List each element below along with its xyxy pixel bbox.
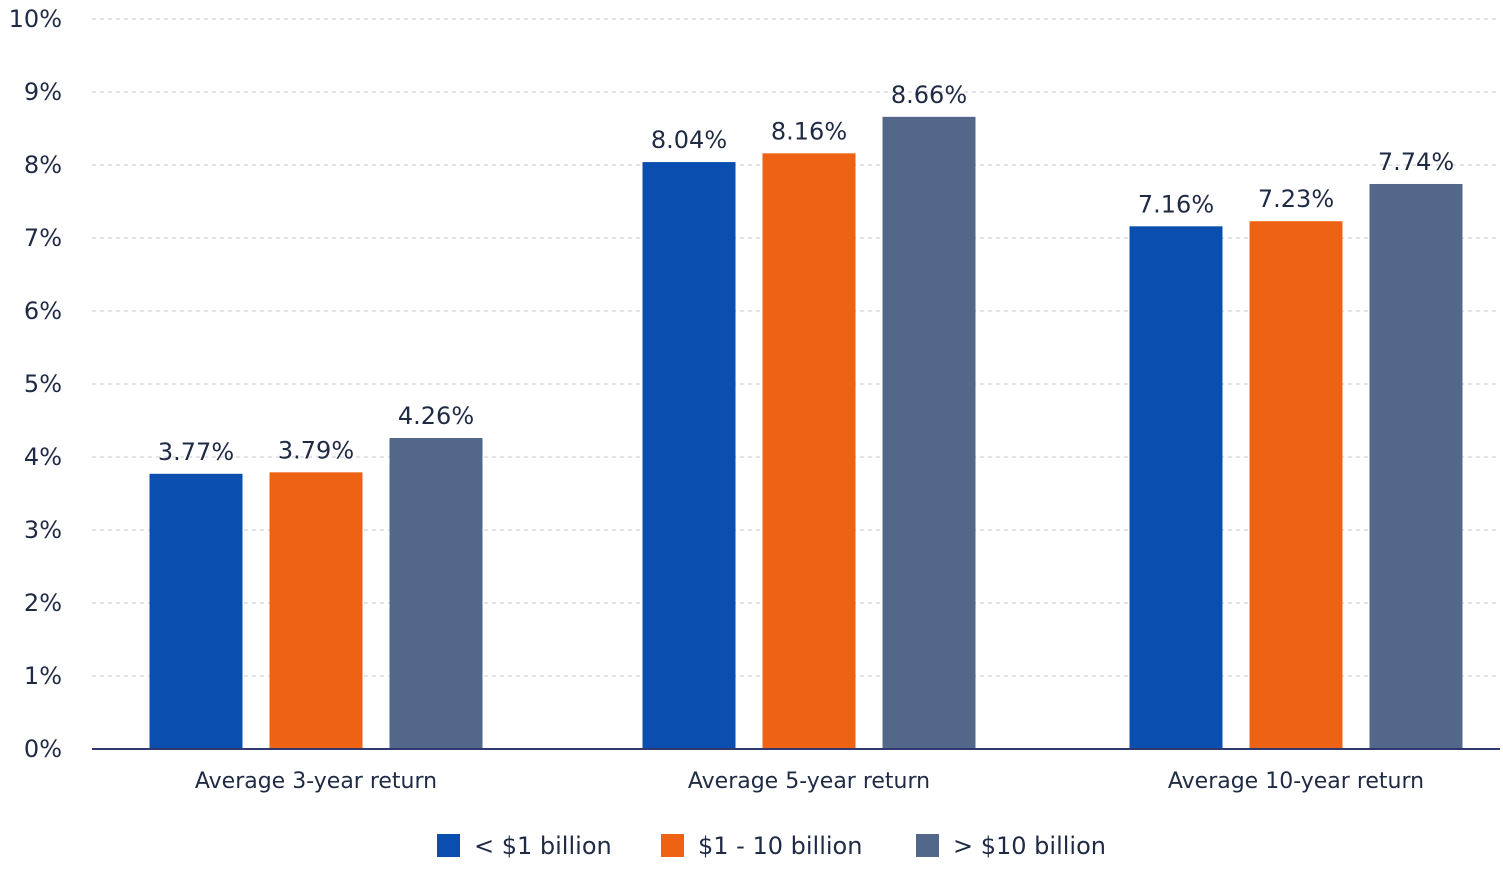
- x-tick-label-average-5-year-return: Average 5-year return: [688, 769, 930, 794]
- bar-average-3-year-return-1-billion: [149, 473, 243, 749]
- y-tick-label-5: 5%: [24, 370, 62, 398]
- data-label-average-5-year-return-1-billion: 8.04%: [651, 126, 727, 154]
- bar-average-3-year-return-1-10-billion: [269, 472, 363, 749]
- y-tick-label-6: 6%: [24, 297, 62, 325]
- data-label-average-5-year-return-10-billion: 8.66%: [891, 81, 967, 109]
- y-tick-label-1: 1%: [24, 662, 62, 690]
- bar-average-5-year-return-1-billion: [642, 162, 736, 749]
- bars: [149, 116, 1463, 750]
- bar-average-10-year-return-10-billion: [1369, 183, 1463, 750]
- y-tick-label-10: 10%: [9, 5, 62, 33]
- data-label-average-5-year-return-1-10-billion: 8.16%: [771, 117, 847, 145]
- bar-average-5-year-return-1-10-billion: [762, 153, 856, 749]
- legend: < $1 billion $1 - 10 billion > $10 billion: [437, 832, 1106, 860]
- bar-average-10-year-return-1-10-billion: [1249, 221, 1343, 749]
- x-tick-label-average-10-year-return: Average 10-year return: [1168, 769, 1424, 794]
- data-labels: 3.77% 3.79% 4.26% 8.04% 8.16% 8.66% 7.16% 7.23%…: [158, 81, 1454, 466]
- x-tick-label-average-3-year-return: Average 3-year return: [195, 769, 437, 794]
- x-axis-category-labels: Average 3-year return Average 5-year retu…: [195, 769, 1424, 794]
- y-tick-label-8: 8%: [24, 151, 62, 179]
- y-tick-label-2: 2%: [24, 589, 62, 617]
- legend-swatch-1-billion: [437, 834, 460, 857]
- data-label-average-10-year-return-10-billion: 7.74%: [1378, 148, 1454, 176]
- y-tick-label-7: 7%: [24, 224, 62, 252]
- y-axis-tick-labels: 0% 1% 2% 3% 4% 5% 6% 7% 8% 9% 10%: [9, 5, 62, 763]
- y-tick-label-9: 9%: [24, 78, 62, 106]
- legend-label-1-billion: < $1 billion: [474, 832, 612, 860]
- legend-label-1-10-billion: $1 - 10 billion: [698, 832, 862, 860]
- legend-label-10-billion: > $10 billion: [953, 832, 1106, 860]
- data-label-average-10-year-return-1-billion: 7.16%: [1138, 190, 1214, 218]
- data-label-average-3-year-return-10-billion: 4.26%: [398, 402, 474, 430]
- data-label-average-3-year-return-1-billion: 3.77%: [158, 438, 234, 466]
- bar-average-5-year-return-10-billion: [882, 116, 976, 749]
- y-tick-label-0: 0%: [24, 735, 62, 763]
- data-label-average-10-year-return-1-10-billion: 7.23%: [1258, 185, 1334, 213]
- data-label-average-3-year-return-1-10-billion: 3.79%: [278, 436, 354, 464]
- y-tick-label-3: 3%: [24, 516, 62, 544]
- bar-average-3-year-return-10-billion: [389, 438, 483, 749]
- y-tick-label-4: 4%: [24, 443, 62, 471]
- bar-average-10-year-return-1-billion: [1129, 226, 1223, 749]
- legend-swatch-1-10-billion: [661, 834, 684, 857]
- legend-swatch-10-billion: [916, 834, 939, 857]
